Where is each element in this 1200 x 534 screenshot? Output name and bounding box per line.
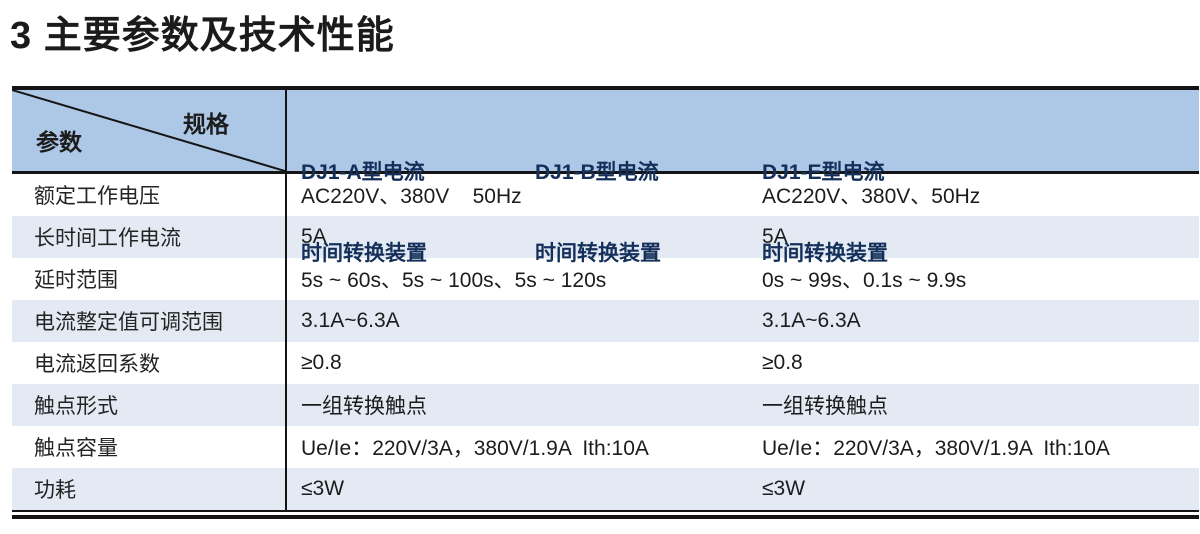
table-row: 电流整定值可调范围 3.1A~6.3A 3.1A~6.3A (12, 300, 1199, 342)
row-value-e: 3.1A~6.3A (762, 309, 861, 332)
row-value-e: 0s ~ 99s、0.1s ~ 9.9s (762, 269, 967, 292)
column-header-dj1a-line2: 时间转换装置 (301, 242, 427, 265)
column-header-dj1e-line1: DJ1-E型电流 (762, 161, 885, 184)
row-label: 延时范围 (12, 258, 287, 300)
table-body: 额定工作电压 AC220V、380V 50Hz AC220V、380V、50Hz… (12, 174, 1199, 512)
row-label: 触点容量 (12, 426, 287, 468)
row-value-e: ≤3W (762, 477, 806, 500)
table-row: 延时范围 5s ~ 60s、5s ~ 100s、5s ~ 120s 0s ~ 9… (12, 258, 1199, 300)
spec-table: 规格 参数 DJ1-A型电流 时间转换装置 DJ1-B型电流 时间转换装置 DJ… (12, 86, 1199, 519)
table-row: 额定工作电压 AC220V、380V 50Hz AC220V、380V、50Hz (12, 174, 1199, 216)
row-value-e: 5A (762, 225, 788, 248)
row-value-ab: AC220V、380V 50Hz (301, 185, 522, 208)
column-header-dj1b: DJ1-B型电流 时间转换装置 (535, 105, 661, 321)
table-header-row: 规格 参数 DJ1-A型电流 时间转换装置 DJ1-B型电流 时间转换装置 DJ… (12, 86, 1199, 265)
column-header-dj1a-line1: DJ1-A型电流 (301, 161, 425, 184)
row-value-ab: 5A (301, 225, 327, 248)
row-value-e: ≥0.8 (762, 351, 803, 374)
header-cell-ab: DJ1-A型电流 时间转换装置 DJ1-B型电流 时间转换装置 (287, 90, 750, 265)
row-value-e: AC220V、380V、50Hz (762, 185, 981, 208)
bottom-double-rule (12, 515, 1199, 519)
column-header-dj1e: DJ1-E型电流 时间转换装置 (762, 105, 888, 321)
row-value-ab: 一组转换触点 (301, 395, 427, 418)
table-row: 触点形式 一组转换触点 一组转换触点 (12, 384, 1199, 426)
row-label: 功耗 (12, 468, 287, 510)
row-label: 长时间工作电流 (12, 216, 287, 258)
row-value-ab: ≤3W (301, 477, 345, 500)
row-value-ab: Ue/Ie：220V/3A，380V/1.9A Ith:10A (301, 437, 649, 460)
diagonal-divider-line (12, 90, 285, 171)
column-header-dj1a: DJ1-A型电流 时间转换装置 (301, 105, 427, 321)
column-header-dj1b-line1: DJ1-B型电流 (535, 161, 659, 184)
table-row: 长时间工作电流 5A 5A (12, 216, 1199, 258)
table-row: 触点容量 Ue/Ie：220V/3A，380V/1.9A Ith:10A Ue/… (12, 426, 1199, 468)
corner-cell: 规格 参数 (12, 90, 287, 171)
row-value-e: 一组转换触点 (762, 395, 888, 418)
page-title: 3 主要参数及技术性能 (10, 15, 395, 57)
row-value-ab: 5s ~ 60s、5s ~ 100s、5s ~ 120s (301, 269, 607, 292)
header-cell-dj1e: DJ1-E型电流 时间转换装置 (750, 90, 1199, 265)
column-header-dj1e-line2: 时间转换装置 (762, 242, 888, 265)
row-label: 触点形式 (12, 384, 287, 426)
row-value-ab: ≥0.8 (301, 351, 342, 374)
corner-param-label: 参数 (36, 129, 82, 155)
row-value-ab: 3.1A~6.3A (301, 309, 400, 332)
row-label: 电流整定值可调范围 (12, 300, 287, 342)
corner-spec-label: 规格 (183, 111, 229, 137)
table-row: 功耗 ≤3W ≤3W (12, 468, 1199, 510)
row-value-e: Ue/Ie：220V/3A，380V/1.9A Ith:10A (762, 437, 1110, 460)
row-label: 额定工作电压 (12, 174, 287, 216)
column-header-dj1b-line2: 时间转换装置 (535, 242, 661, 265)
row-label: 电流返回系数 (12, 342, 287, 384)
table-row: 电流返回系数 ≥0.8 ≥0.8 (12, 342, 1199, 384)
